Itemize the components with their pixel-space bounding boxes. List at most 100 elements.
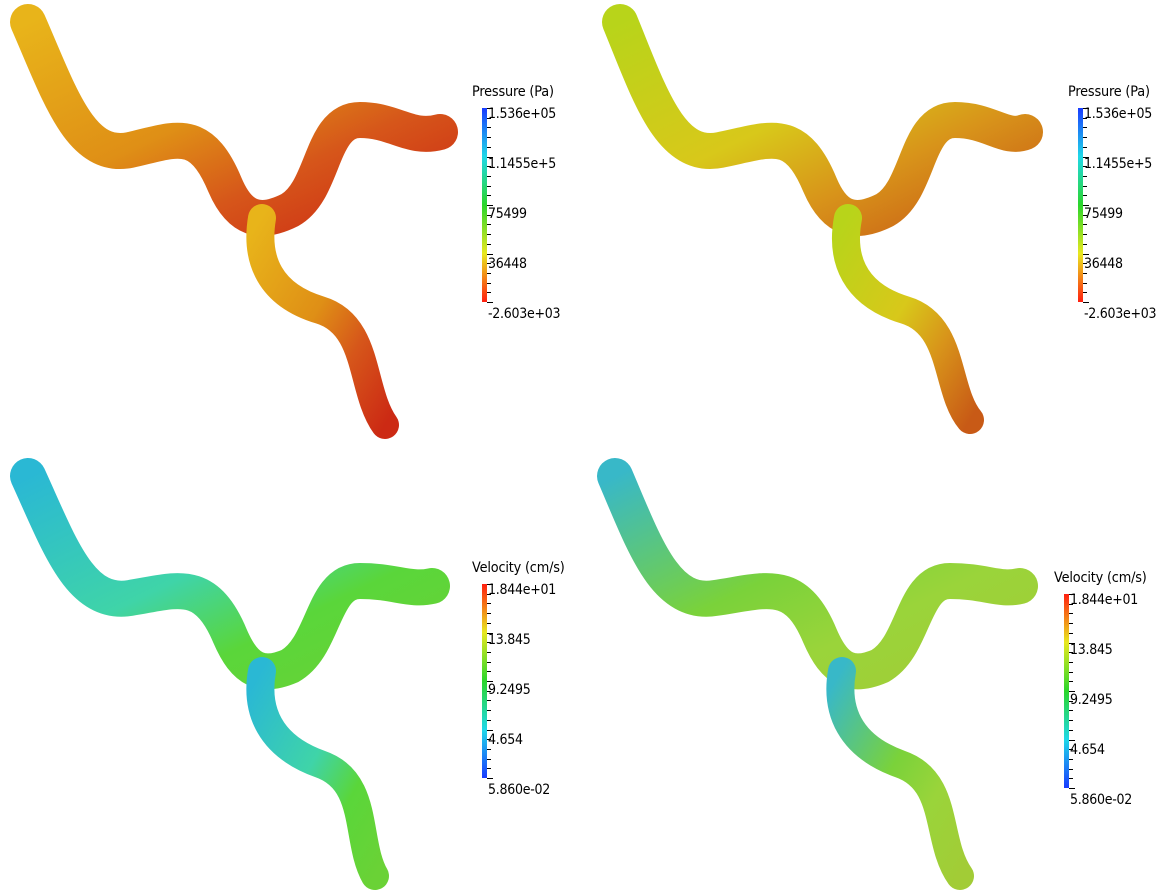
legend-tick — [487, 622, 491, 624]
legend-tick — [1083, 195, 1087, 197]
legend-title: Velocity (cm/s) — [472, 560, 565, 576]
legend-tick — [1083, 214, 1087, 216]
legend-tick — [1083, 302, 1089, 303]
legend-tick — [1083, 243, 1087, 245]
legend-tick — [1069, 749, 1073, 751]
legend-tick — [487, 137, 491, 139]
legend-tick — [1083, 175, 1087, 177]
legend-tick — [1069, 661, 1073, 663]
legend-tick — [1083, 272, 1087, 274]
legend-tick — [487, 214, 491, 216]
legend-label: 4.654 — [488, 732, 523, 748]
legend-tick — [487, 117, 491, 119]
legend-label: 75499 — [1084, 206, 1123, 222]
legend-tick — [487, 243, 491, 245]
legend-tick — [487, 127, 491, 129]
color-legend: Velocity (cm/s) 1.844e+01 13.845 9.2495 … — [1054, 570, 1154, 808]
legend-label: 13.845 — [1070, 642, 1113, 658]
legend-tick — [487, 778, 493, 779]
legend-tick — [487, 710, 491, 712]
legend-tick — [1069, 594, 1075, 595]
legend-tick — [487, 146, 491, 148]
legend-label: 1.536e+05 — [1084, 106, 1152, 122]
legend-label: 9.2495 — [488, 682, 531, 698]
legend-label: -2.603e+03 — [488, 306, 561, 322]
legend-tick — [1069, 671, 1073, 673]
legend-label: 5.860e-02 — [488, 782, 550, 798]
legend-title: Pressure (Pa) — [1068, 84, 1150, 100]
legend-tick — [1083, 185, 1087, 187]
legend-tick — [1069, 739, 1075, 741]
legend-tick — [1069, 768, 1073, 770]
legend-tick — [487, 234, 491, 236]
legend-tick — [1069, 788, 1075, 789]
legend-tick — [487, 768, 491, 770]
legend-tick — [1069, 691, 1075, 692]
legend-tick — [1083, 137, 1087, 139]
legend-tick — [487, 292, 491, 294]
legend-tick — [1083, 282, 1087, 284]
vessel-render — [10, 4, 458, 439]
legend-tick — [487, 593, 491, 595]
legend-tick — [1083, 117, 1087, 119]
legend-tick — [1083, 224, 1087, 226]
pressure-panel-left: Pressure (Pa) 1.536e+05 1.1455e+5 75499 … — [0, 0, 580, 446]
legend-tick — [487, 603, 491, 605]
legend-tick — [1083, 234, 1087, 236]
legend-title: Pressure (Pa) — [472, 84, 554, 100]
legend-tick — [487, 224, 491, 226]
color-bar — [1064, 594, 1069, 788]
legend-tick — [487, 272, 491, 274]
color-bar — [482, 108, 487, 302]
legend-tick — [1083, 292, 1087, 294]
legend-label: 9.2495 — [1070, 692, 1113, 708]
color-bar — [1078, 108, 1083, 302]
legend-tick — [1069, 652, 1073, 654]
legend-tick — [487, 671, 491, 673]
legend-tick — [487, 758, 491, 760]
pressure-panel-right: Pressure (Pa) 1.536e+05 1.1455e+5 75499 … — [580, 0, 1159, 446]
legend-label: 4.654 — [1070, 742, 1105, 758]
legend-label: 75499 — [488, 206, 527, 222]
legend-tick — [487, 253, 493, 255]
color-legend: Pressure (Pa) 1.536e+05 1.1455e+5 75499 … — [1068, 84, 1159, 322]
velocity-panel-right: Velocity (cm/s) 1.844e+01 13.845 9.2495 … — [580, 446, 1159, 892]
legend-tick — [1069, 613, 1073, 615]
legend-label: 36448 — [1084, 256, 1123, 272]
legend-tick — [1083, 205, 1089, 206]
legend-tick — [1069, 720, 1073, 722]
vessel-render — [597, 458, 1038, 890]
legend-tick — [487, 185, 491, 187]
legend-label: 13.845 — [488, 632, 531, 648]
legend-tick — [487, 584, 493, 585]
legend-tick — [487, 651, 491, 653]
legend-tick — [1069, 623, 1073, 625]
legend-tick — [1083, 108, 1089, 109]
legend-tick — [1069, 758, 1073, 760]
color-bar — [482, 584, 487, 778]
legend-label: -2.603e+03 — [1084, 306, 1157, 322]
legend-tick — [1083, 166, 1087, 168]
legend-tick — [487, 108, 493, 109]
legend-tick — [1069, 681, 1073, 683]
legend-tick — [1083, 146, 1087, 148]
legend-tick — [487, 166, 491, 168]
legend-tick — [1083, 127, 1087, 129]
legend-label: 1.536e+05 — [488, 106, 556, 122]
legend-tick — [487, 156, 493, 158]
legend-label: 1.1455e+5 — [488, 156, 556, 172]
legend-tick — [1069, 778, 1073, 780]
legend-tick — [1069, 700, 1073, 702]
velocity-panel-left: Velocity (cm/s) 1.844e+01 13.845 9.2495 … — [0, 446, 580, 892]
legend-tick — [487, 175, 491, 177]
legend-tick — [487, 748, 491, 750]
legend-tick — [487, 632, 493, 634]
legend-tick — [1083, 253, 1089, 255]
legend-label: 1.844e+01 — [1070, 592, 1138, 608]
legend-label: 5.860e-02 — [1070, 792, 1132, 808]
legend-tick — [487, 642, 491, 644]
legend-title: Velocity (cm/s) — [1054, 570, 1147, 586]
legend-tick — [487, 681, 493, 682]
legend-tick — [487, 205, 493, 206]
legend-tick — [1069, 642, 1075, 644]
